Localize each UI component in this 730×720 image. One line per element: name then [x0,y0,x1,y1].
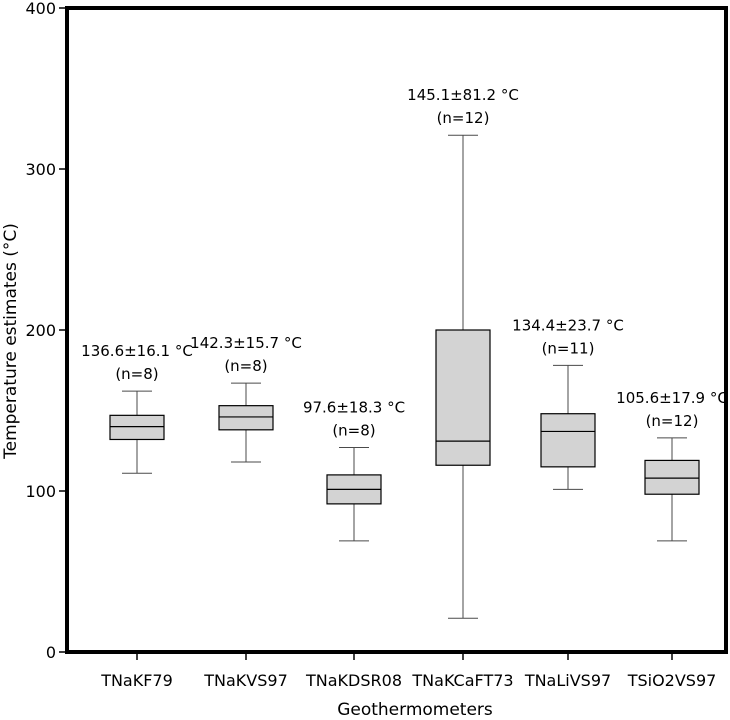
y-tick-label: 100 [25,482,56,501]
n-label: (n=8) [115,365,158,383]
stat-label: 142.3±15.7 °C [190,334,302,352]
box-TNaLiVS97: 134.4±23.7 °C (n=11) [512,316,624,490]
iqr-box [435,329,491,466]
n-label: (n=11) [542,339,595,357]
iqr-box [109,414,165,441]
iqr-box [218,405,274,431]
stat-label: 105.6±17.9 °C [616,389,728,407]
n-label: (n=12) [437,109,490,127]
y-tick-label: 0 [46,643,56,662]
box-TSiO2VS97: 105.6±17.9 °C (n=12) [616,389,728,542]
x-axis: TNaKF79 TNaKVS97 TNaKDSR08 TNaKCaFT73 TNaLiV… [100,652,716,690]
stat-label: 97.6±18.3 °C [303,399,405,417]
box-TNaKF79: 136.6±16.1 °C (n=8) [81,342,193,474]
y-tick-label: 300 [25,160,56,179]
stat-label: 134.4±23.7 °C [512,316,624,334]
x-tick-label: TNaKDSR08 [305,671,402,690]
x-tick-label: TNaKF79 [100,671,173,690]
iqr-box [540,413,596,468]
x-tick-label: TNaKCaFT73 [411,671,513,690]
box-TNaKDSR08: 97.6±18.3 °C (n=8) [303,399,405,542]
box-TNaKCaFT73: 145.1±81.2 °C (n=12) [407,86,519,619]
n-label: (n=8) [332,422,375,440]
x-axis-title: Geothermometers [337,700,493,720]
box-TNaKVS97: 142.3±15.7 °C (n=8) [190,334,302,463]
n-label: (n=12) [646,412,699,430]
iqr-box [644,459,700,495]
x-tick-label: TNaKVS97 [203,671,288,690]
plot-frame [65,6,728,654]
stat-label: 145.1±81.2 °C [407,86,519,104]
y-axis-title: Temperature estimates (°C) [1,223,21,460]
x-tick-label: TNaLiVS97 [524,671,611,690]
y-axis: 0 100 200 300 400 [25,0,67,662]
chart-marks: 136.6±16.1 °C(n=8)142.3±15.7 °C(n=8)97.6… [81,86,728,619]
y-tick-label: 200 [25,321,56,340]
x-tick-label: TSiO2VS97 [627,671,717,690]
stat-label: 136.6±16.1 °C [81,342,193,360]
n-label: (n=8) [224,357,267,375]
y-tick-label: 400 [25,0,56,18]
